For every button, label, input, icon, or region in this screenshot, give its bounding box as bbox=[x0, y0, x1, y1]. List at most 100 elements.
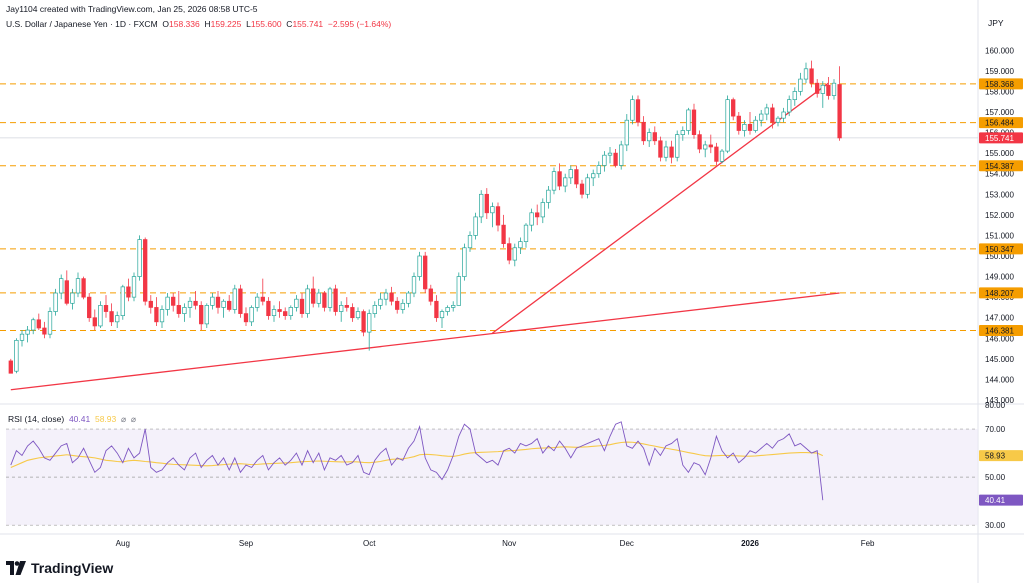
candle-body bbox=[518, 241, 523, 249]
candle-body bbox=[406, 292, 411, 304]
candle-body bbox=[680, 130, 685, 135]
candle-body bbox=[193, 300, 198, 306]
candle-body bbox=[249, 307, 254, 323]
candle-body bbox=[770, 107, 775, 123]
candle-body bbox=[624, 119, 629, 146]
candle-body bbox=[232, 288, 237, 310]
candle-body bbox=[81, 278, 86, 298]
rsi-ma-legend-value: 58.93 bbox=[94, 414, 117, 424]
price-tick-label: 158.000 bbox=[985, 87, 1014, 96]
candle-body bbox=[635, 99, 641, 123]
candle-body bbox=[187, 300, 193, 308]
candle-body bbox=[423, 255, 428, 290]
candle-body bbox=[803, 68, 809, 80]
chart-attribution: Jay1104 created with TradingView.com, Ja… bbox=[6, 4, 258, 14]
candle-body bbox=[831, 82, 837, 96]
candle-body bbox=[787, 99, 792, 113]
candle-body bbox=[311, 288, 316, 304]
candle-body bbox=[579, 183, 585, 195]
candle-body bbox=[75, 278, 81, 294]
candle-body bbox=[277, 309, 282, 312]
currency-label: JPY bbox=[988, 18, 1004, 28]
candle-body bbox=[607, 152, 613, 156]
high-value: 159.225 bbox=[210, 19, 242, 29]
candle-body bbox=[176, 305, 181, 314]
candle-body bbox=[227, 300, 232, 310]
candle-body bbox=[675, 134, 680, 158]
candle-body bbox=[372, 305, 377, 314]
candle-body bbox=[266, 300, 271, 317]
candle-body bbox=[316, 292, 321, 304]
candle-body bbox=[630, 99, 635, 121]
candle-body bbox=[210, 296, 215, 306]
candle-body bbox=[781, 111, 786, 119]
symbol-name: U.S. Dollar / Japanese Yen · 1D · FXCM bbox=[6, 19, 158, 29]
candle-body bbox=[731, 99, 736, 117]
candle-body bbox=[19, 333, 25, 341]
rsi-title: RSI (14, close) bbox=[8, 414, 65, 424]
candle-body bbox=[344, 305, 349, 308]
candle-body bbox=[753, 119, 758, 131]
level-tag-label: 148.207 bbox=[985, 289, 1014, 298]
tradingview-logo-icon bbox=[6, 561, 26, 575]
candle-body bbox=[759, 113, 764, 121]
candle-body bbox=[456, 276, 461, 306]
candle-body bbox=[143, 239, 148, 302]
candle-body bbox=[775, 117, 781, 123]
candle-body bbox=[333, 288, 338, 312]
close-label: C bbox=[286, 19, 293, 29]
candle-body bbox=[299, 298, 305, 314]
rsi-ma-tag-label: 58.93 bbox=[985, 452, 1006, 461]
candle-body bbox=[697, 134, 702, 150]
candle-body bbox=[529, 212, 534, 226]
price-tick-label: 151.000 bbox=[985, 231, 1014, 240]
low-value: 155.600 bbox=[250, 19, 282, 29]
candle-body bbox=[182, 307, 187, 314]
time-tick-label: Dec bbox=[620, 539, 634, 548]
candle-body bbox=[361, 311, 366, 333]
candle-body bbox=[411, 276, 417, 294]
candle-body bbox=[283, 311, 288, 317]
candle-body bbox=[215, 296, 221, 308]
candle-body bbox=[574, 169, 579, 185]
candle-body bbox=[490, 206, 495, 214]
candle-body bbox=[809, 68, 814, 84]
candle-body bbox=[131, 276, 137, 298]
tradingview-logo[interactable]: TradingView bbox=[6, 559, 113, 577]
rsi-na-1: ⌀ bbox=[120, 414, 127, 424]
candle-body bbox=[383, 292, 389, 300]
price-tick-label: 159.000 bbox=[985, 67, 1014, 76]
candle-body bbox=[204, 305, 209, 325]
candle-body bbox=[714, 146, 719, 162]
candle-body bbox=[59, 278, 64, 294]
rsi-tick-label: 80.00 bbox=[985, 401, 1006, 410]
candle-body bbox=[42, 327, 47, 335]
level-tag bbox=[979, 160, 1023, 172]
candle-body bbox=[747, 123, 753, 131]
candle-body bbox=[495, 206, 501, 226]
candle-body bbox=[725, 99, 730, 152]
candle-body bbox=[557, 171, 562, 187]
candle-body bbox=[98, 305, 103, 327]
candle-body bbox=[445, 307, 450, 312]
candle-body bbox=[815, 82, 820, 94]
level-tag bbox=[979, 117, 1023, 129]
candle-body bbox=[92, 317, 97, 327]
price-tick-label: 152.000 bbox=[985, 211, 1014, 220]
level-tag-label: 156.484 bbox=[985, 119, 1014, 128]
candle-body bbox=[389, 292, 394, 302]
price-tick-label: 155.000 bbox=[985, 149, 1014, 158]
time-tick-label: Sep bbox=[239, 539, 254, 548]
candle-body bbox=[736, 115, 741, 131]
candle-body bbox=[103, 305, 109, 312]
candle-body bbox=[686, 109, 691, 131]
level-tag bbox=[979, 78, 1023, 90]
last-price-tag bbox=[979, 132, 1023, 144]
candle-body bbox=[484, 193, 489, 214]
candle-body bbox=[260, 296, 265, 302]
rsi-ma-tag bbox=[979, 450, 1023, 462]
candle-body bbox=[8, 360, 13, 374]
level-tag-label: 154.387 bbox=[985, 162, 1014, 171]
price-tick-label: 157.000 bbox=[985, 108, 1014, 117]
